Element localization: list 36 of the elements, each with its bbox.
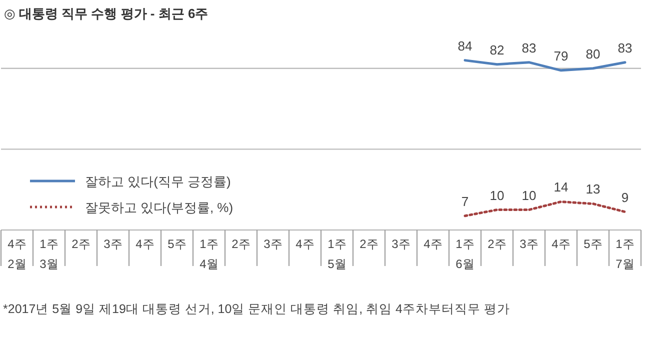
x-tick-label: 1주 5월: [328, 237, 346, 271]
data-label: 84: [458, 38, 472, 54]
data-label: 80: [586, 46, 600, 62]
data-label: 13: [586, 182, 600, 197]
x-tick-label: 4주: [136, 237, 154, 251]
chart-title: ◎ 대통령 직무 수행 평가 - 최근 6주: [4, 6, 208, 21]
x-tick-label: 2주: [72, 237, 90, 251]
x-tick-label: 1주 4월: [200, 237, 218, 271]
legend-label: 잘못하고 있다(부정률, %): [85, 200, 234, 215]
x-tick-label: 3주: [520, 237, 538, 251]
x-tick-label: 1주 6월: [456, 237, 474, 271]
x-tick-label: 2주: [488, 237, 506, 251]
data-label: 82: [490, 42, 504, 58]
x-tick-label: 4주: [424, 237, 442, 251]
x-tick-label: 4주 2월: [8, 237, 26, 271]
x-tick-label: 2주: [232, 237, 250, 251]
data-label: 83: [522, 40, 536, 56]
text: *2017년 5월 9일 제19대 대통령 선거, 10일 문재인 대통령 취임, 취임 4주차부터직무 평가: [3, 302, 510, 316]
data-label: 7: [461, 194, 469, 209]
x-tick-label: 2주: [360, 237, 378, 251]
x-tick-label: 3주: [392, 237, 410, 251]
x-tick-label: 4주: [296, 237, 314, 251]
data-label: 10: [490, 188, 504, 203]
data-label: 83: [618, 40, 632, 56]
data-label: 9: [621, 190, 629, 205]
x-tick-label: 5주: [584, 237, 602, 251]
x-tick-label: 3주: [264, 237, 282, 251]
x-tick-label: 1주 7월: [616, 237, 634, 271]
x-tick-label: 4주: [552, 237, 570, 251]
data-label: 14: [554, 180, 568, 195]
data-label: 79: [554, 48, 568, 64]
x-tick-label: 5주: [168, 237, 186, 251]
data-label: 10: [522, 188, 536, 203]
x-tick-label: 3주: [104, 237, 122, 251]
legend-label: 잘하고 있다(직무 긍정률): [85, 174, 231, 189]
x-tick-label: 1주 3월: [40, 237, 58, 271]
